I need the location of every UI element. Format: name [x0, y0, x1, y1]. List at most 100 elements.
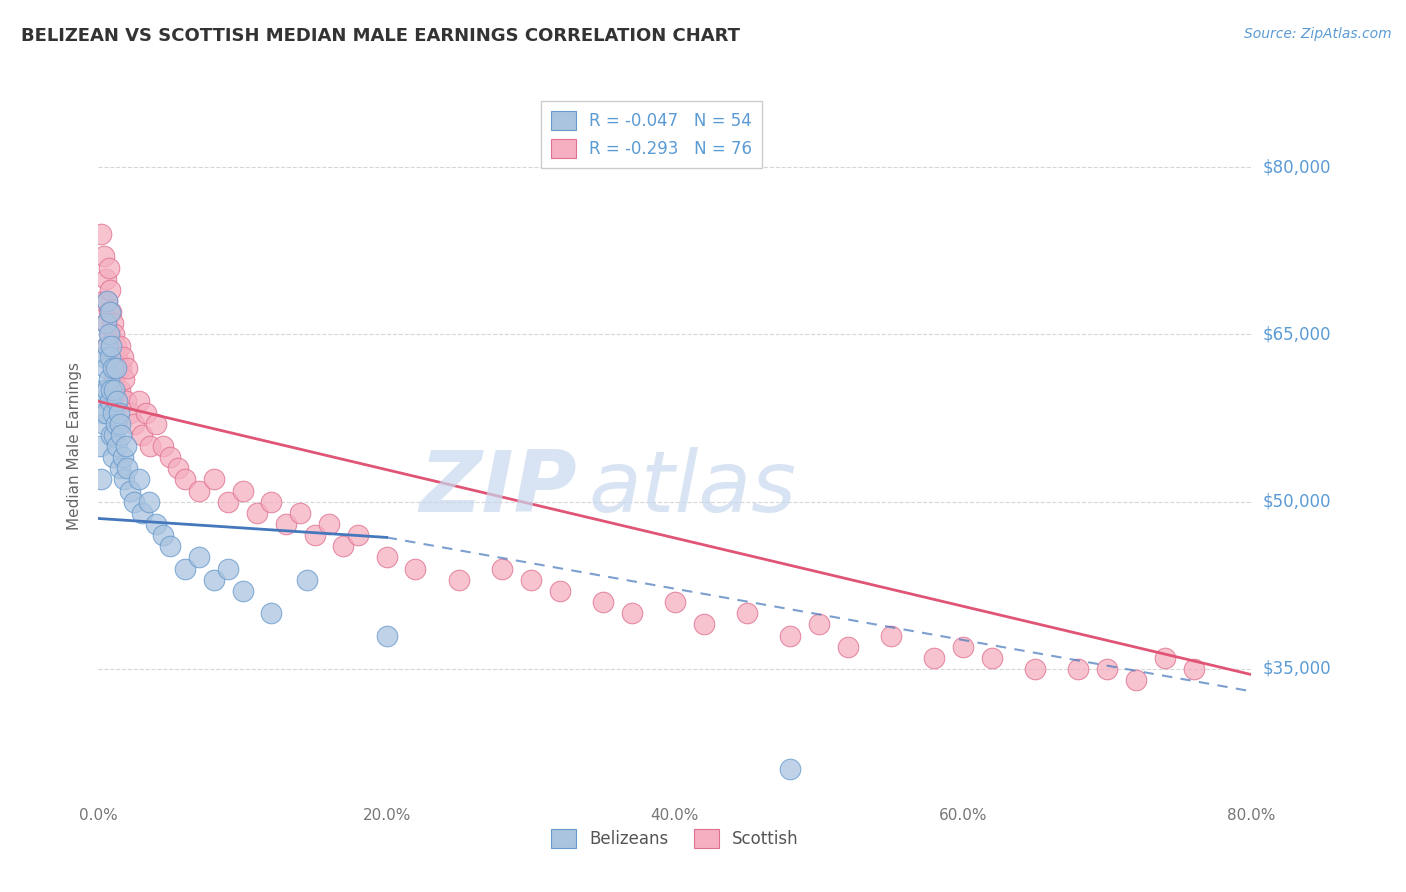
Point [548, 583, 571, 598]
Point [135, 405, 157, 419]
Point [105, 394, 128, 409]
Point [97, 372, 120, 386]
Point [98, 350, 121, 364]
Point [100, 427, 122, 442]
Point [735, 607, 758, 621]
Text: $80,000: $80,000 [1263, 158, 1331, 177]
Point [491, 562, 513, 576]
Point [94, 316, 117, 330]
Text: atlas: atlas [589, 447, 796, 531]
Point [96, 293, 118, 308]
Point [124, 417, 146, 431]
Point [104, 417, 127, 431]
Point [98, 283, 121, 297]
Point [103, 427, 125, 442]
Point [100, 350, 122, 364]
Y-axis label: Median Male Earnings: Median Male Earnings [67, 362, 83, 530]
Point [100, 305, 122, 319]
Point [107, 361, 129, 376]
Point [159, 539, 181, 553]
Point [97, 327, 120, 342]
Point [91, 384, 114, 398]
Point [97, 305, 120, 319]
Point [96, 338, 118, 352]
Point [1125, 673, 1147, 687]
Point [96, 384, 118, 398]
Point [664, 595, 686, 609]
Point [779, 628, 801, 642]
Point [145, 417, 167, 431]
Point [94, 316, 117, 330]
Point [260, 494, 283, 508]
Text: BELIZEAN VS SCOTTISH MEDIAN MALE EARNINGS CORRELATION CHART: BELIZEAN VS SCOTTISH MEDIAN MALE EARNING… [21, 27, 740, 45]
Point [128, 394, 150, 409]
Point [103, 327, 125, 342]
Point [837, 640, 859, 654]
Point [128, 473, 150, 487]
Point [1154, 651, 1177, 665]
Point [104, 361, 127, 376]
Point [375, 628, 398, 642]
Point [111, 350, 134, 364]
Point [120, 405, 142, 419]
Text: Source: ZipAtlas.com: Source: ZipAtlas.com [1244, 27, 1392, 41]
Point [1067, 662, 1090, 676]
Point [107, 405, 129, 419]
Point [188, 550, 211, 565]
Point [138, 494, 160, 508]
Point [90, 227, 112, 241]
Point [808, 617, 831, 632]
Point [880, 628, 903, 642]
Point [297, 573, 319, 587]
Point [405, 562, 427, 576]
Point [274, 517, 297, 532]
Point [981, 651, 1004, 665]
Point [779, 762, 801, 776]
Point [188, 483, 211, 498]
Point [94, 405, 117, 419]
Point [693, 617, 716, 632]
Point [112, 473, 135, 487]
Point [152, 439, 174, 453]
Point [231, 583, 254, 598]
Point [101, 361, 124, 376]
Point [104, 338, 127, 352]
Point [110, 427, 132, 442]
Point [1097, 662, 1119, 676]
Point [375, 550, 398, 565]
Point [108, 417, 131, 431]
Point [114, 394, 136, 409]
Point [217, 494, 239, 508]
Point [93, 249, 115, 263]
Point [231, 483, 254, 498]
Point [93, 417, 115, 431]
Point [114, 439, 136, 453]
Point [101, 450, 124, 464]
Point [217, 562, 239, 576]
Point [96, 338, 118, 352]
Point [91, 405, 114, 419]
Point [98, 305, 121, 319]
Point [101, 316, 124, 330]
Point [105, 394, 128, 409]
Point [131, 427, 153, 442]
Point [117, 361, 139, 376]
Point [96, 293, 118, 308]
Point [98, 394, 121, 409]
Point [145, 517, 167, 532]
Point [100, 338, 122, 352]
Point [1024, 662, 1046, 676]
Point [98, 327, 121, 342]
Point [447, 573, 470, 587]
Point [105, 439, 128, 453]
Point [101, 405, 124, 419]
Point [174, 473, 197, 487]
Point [260, 607, 283, 621]
Point [108, 384, 131, 398]
Point [124, 494, 146, 508]
Point [103, 372, 125, 386]
Point [104, 384, 127, 398]
Point [290, 506, 312, 520]
Point [108, 461, 131, 475]
Legend: Belizeans, Scottish: Belizeans, Scottish [544, 822, 806, 855]
